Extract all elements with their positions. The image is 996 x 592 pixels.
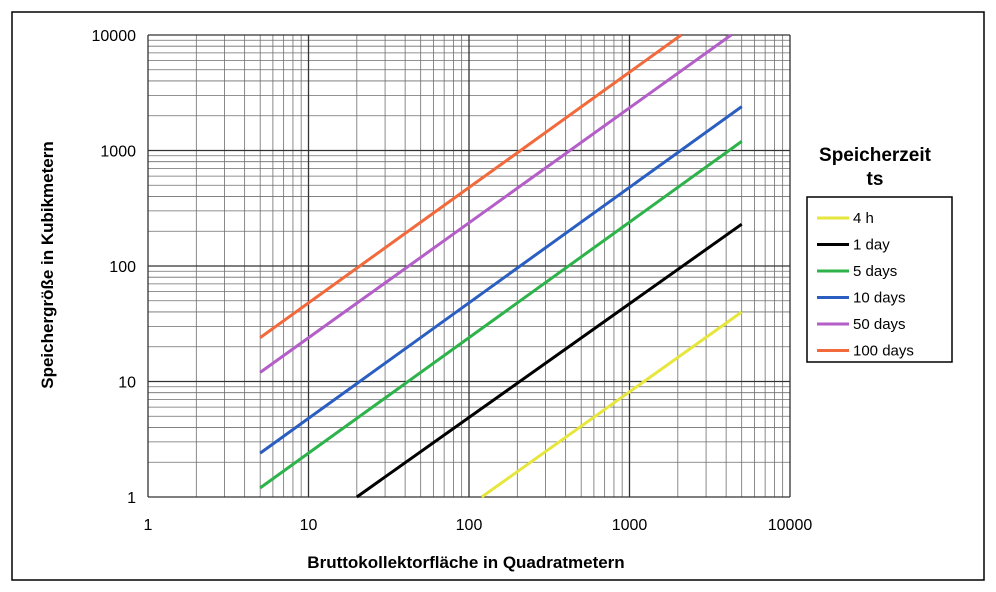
legend-label: 50 days — [853, 316, 906, 333]
x-tick-label: 100 — [456, 517, 483, 534]
legend-title-line1: Speicherzeit — [819, 145, 932, 166]
legend-label: 1 day — [853, 237, 890, 254]
y-tick-label: 1000 — [100, 144, 136, 161]
series-line-100-days — [259, 33, 683, 339]
series-group — [259, 33, 743, 499]
series-line-5-days — [259, 140, 743, 490]
x-tick-labels: 1 10 100 1000 10000 — [144, 517, 813, 534]
x-tick-label: 10 — [300, 517, 318, 534]
legend-label: 100 days — [853, 343, 914, 360]
x-tick-label: 10000 — [768, 517, 813, 534]
legend-title-line2: ts — [867, 169, 884, 190]
legend-label: 5 days — [853, 263, 897, 280]
series-line-4-h — [480, 310, 743, 499]
y-tick-label: 10000 — [92, 28, 137, 45]
legend-box — [806, 196, 953, 363]
y-tick-label: 10 — [118, 375, 136, 392]
legend-entries: 4 h 1 day 5 days 10 days 50 days 100 days — [817, 210, 914, 360]
series-line-1-day — [355, 222, 743, 499]
x-axis-title: Bruttokollektorfläche in Quadratmetern — [307, 553, 624, 572]
y-tick-label: 100 — [109, 259, 136, 276]
legend-label: 10 days — [853, 290, 906, 307]
y-tick-labels: 1 10 100 1000 10000 — [92, 28, 137, 507]
legend: Speicherzeit ts 4 h 1 day 5 days 10 days 50 … — [806, 145, 953, 363]
legend-label: 4 h — [853, 210, 874, 227]
y-tick-label: 1 — [127, 490, 136, 507]
y-axis-title: Speichergröße in Kubikmetern — [38, 141, 57, 389]
x-tick-label: 1000 — [612, 517, 648, 534]
series-line-10-days — [259, 105, 743, 455]
series-line-50-days — [259, 33, 733, 374]
x-tick-label: 1 — [144, 517, 153, 534]
